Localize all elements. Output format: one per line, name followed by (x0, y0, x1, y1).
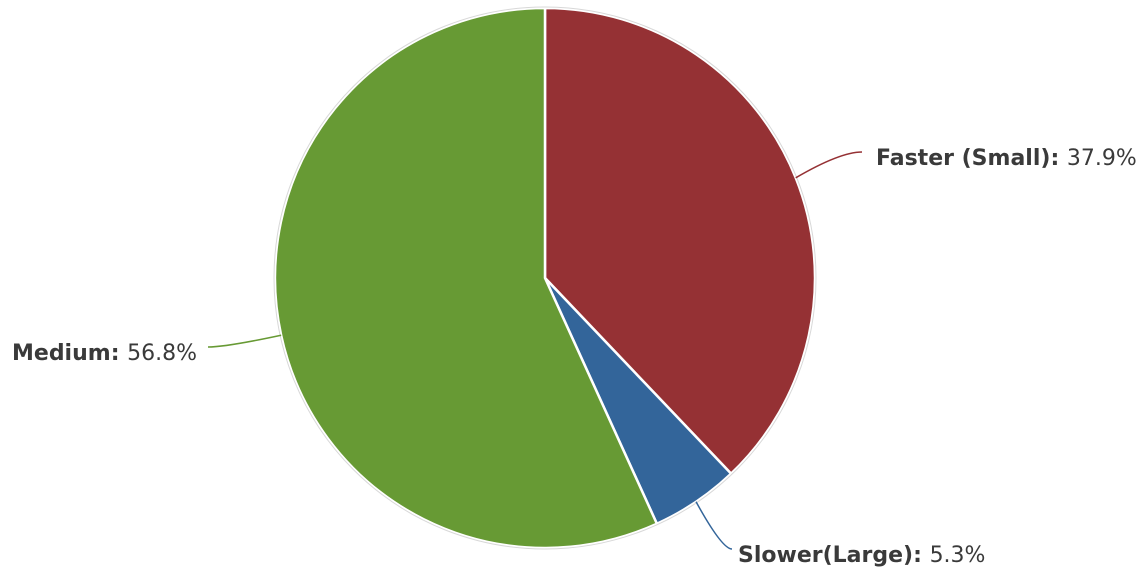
pie-slice-faster-small (543, 6, 817, 475)
leader-lines-layer (207, 151, 863, 550)
slice-label-faster-small: Faster (Small): 37.9% (876, 146, 1137, 171)
slice-label-name: Slower(Large) (738, 543, 913, 568)
slice-label-value: 37.9% (1067, 146, 1137, 171)
slice-label-name: Medium (12, 341, 111, 366)
leader-line-slower-large (695, 501, 733, 550)
pie-slice-medium (273, 6, 659, 550)
slice-label-medium: Medium: 56.8% (12, 341, 197, 366)
slice-label-colon: : (111, 341, 127, 366)
slice-label-colon: : (1050, 146, 1066, 171)
slice-label-value: 56.8% (127, 341, 197, 366)
slice-label-name: Faster (Small) (876, 146, 1050, 171)
slice-label-slower-large: Slower(Large): 5.3% (738, 543, 985, 568)
leader-line-medium (207, 334, 282, 348)
leader-line-faster-small (795, 151, 863, 179)
slice-label-value: 5.3% (930, 543, 986, 568)
labels-layer: Faster (Small): 37.9% Slower(Large): 5.3… (12, 146, 1137, 568)
slice-label-colon: : (913, 543, 929, 568)
pie-rim (273, 6, 817, 550)
slices-layer (273, 6, 817, 550)
